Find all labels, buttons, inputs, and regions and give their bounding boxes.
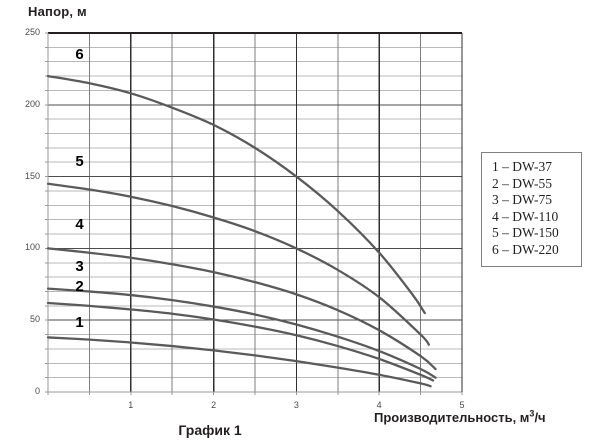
curve-dw-55	[46, 301, 435, 382]
x-tick-label: 1	[128, 400, 134, 410]
chart-axes	[45, 32, 463, 395]
curve-tag-4: 4	[75, 216, 84, 234]
curve-tag-1: 1	[75, 314, 84, 332]
curve-dw-75	[46, 287, 437, 379]
chart-caption: График 1	[178, 422, 242, 438]
x-tick-label: 3	[293, 400, 299, 410]
legend-item: 2 – DW-55	[492, 175, 552, 191]
legend-item: 5 – DW-150	[492, 225, 559, 241]
x-axis-title: Производительность, м3/ч	[374, 408, 546, 425]
x-tick-label: 4	[376, 400, 382, 410]
chart-curves	[46, 74, 437, 388]
x-axis-title-suffix: /ч	[534, 410, 546, 425]
x-tick-label: 5	[459, 400, 465, 410]
y-tick-label: 50	[29, 314, 40, 325]
curve-tag-5: 5	[75, 153, 84, 171]
y-axis-title: Напор, м	[28, 4, 87, 19]
y-tick-label: 150	[24, 170, 40, 181]
y-tick-label: 200	[24, 98, 40, 109]
curve-dw-37	[46, 336, 432, 388]
x-tick-label: 2	[211, 400, 217, 410]
grid-minor-vertical	[88, 33, 422, 392]
curve-tag-2: 2	[75, 278, 84, 296]
x-axis-title-superscript: 3	[529, 408, 535, 419]
legend-item: 6 – DW-220	[492, 241, 559, 257]
curve-dw-150	[46, 182, 431, 346]
y-tick-label: 0	[34, 386, 40, 396]
curve-tag-3: 3	[75, 258, 84, 276]
curve-dw-110	[46, 247, 437, 371]
legend-item: 1 – DW-37	[492, 159, 552, 174]
legend-item: 4 – DW-110	[492, 208, 559, 224]
x-axis-title-text: Производительность, м	[374, 410, 530, 425]
y-tick-label: 250	[24, 27, 40, 37]
legend-item: 3 – DW-75	[492, 192, 552, 208]
y-tick-label: 100	[24, 242, 40, 253]
curve-dw-220	[46, 74, 426, 315]
legend-box: 1 – DW-37 2 – DW-55 3 – DW-75 4 – DW-110…	[481, 152, 582, 267]
curve-tag-6: 6	[75, 45, 84, 63]
